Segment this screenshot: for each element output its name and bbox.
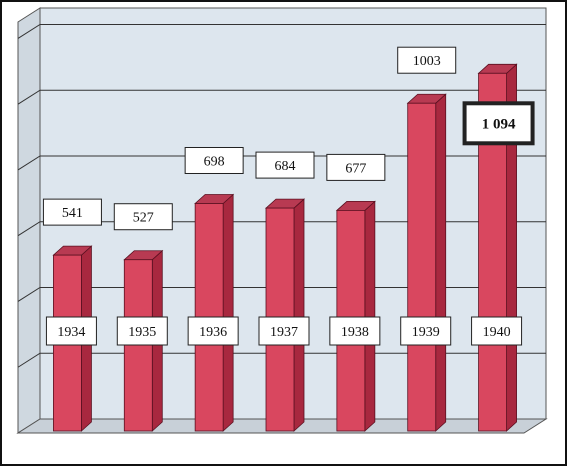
side-wall — [17, 7, 41, 434]
bar-side — [293, 198, 305, 432]
category-label: 1938 — [341, 325, 369, 340]
value-label: 527 — [133, 211, 154, 226]
value-label-box — [397, 46, 457, 74]
category-label-box — [45, 316, 97, 346]
value-label: 684 — [275, 159, 296, 174]
category-label-box — [471, 316, 523, 346]
category-label-box — [258, 316, 310, 346]
bar-side — [364, 200, 376, 432]
bar-side — [435, 93, 447, 432]
value-label: 541 — [62, 206, 83, 221]
category-label: 1936 — [199, 325, 227, 340]
value-label: 677 — [345, 161, 366, 176]
value-label: 698 — [204, 154, 225, 169]
category-label: 1940 — [483, 325, 511, 340]
value-label-box — [42, 198, 102, 226]
value-label-box — [326, 153, 386, 181]
value-label-box — [462, 101, 535, 146]
gridline — [17, 286, 546, 302]
gridline — [17, 352, 546, 368]
value-label-box — [184, 146, 244, 174]
bar — [407, 102, 437, 432]
value-label-box — [255, 151, 315, 179]
category-label-box — [329, 316, 381, 346]
category-label: 1935 — [128, 325, 156, 340]
category-label: 1939 — [412, 325, 440, 340]
gridline — [17, 221, 546, 237]
category-label-box — [187, 316, 239, 346]
category-label: 1934 — [57, 325, 85, 340]
gridline — [17, 23, 546, 39]
bar-side — [222, 193, 234, 432]
value-label: 1003 — [413, 54, 441, 69]
category-label: 1937 — [270, 325, 298, 340]
category-label-box — [116, 316, 168, 346]
value-label-box — [113, 203, 173, 231]
gridline — [17, 89, 546, 105]
value-label: 1 094 — [482, 116, 516, 132]
category-label-box — [400, 316, 452, 346]
